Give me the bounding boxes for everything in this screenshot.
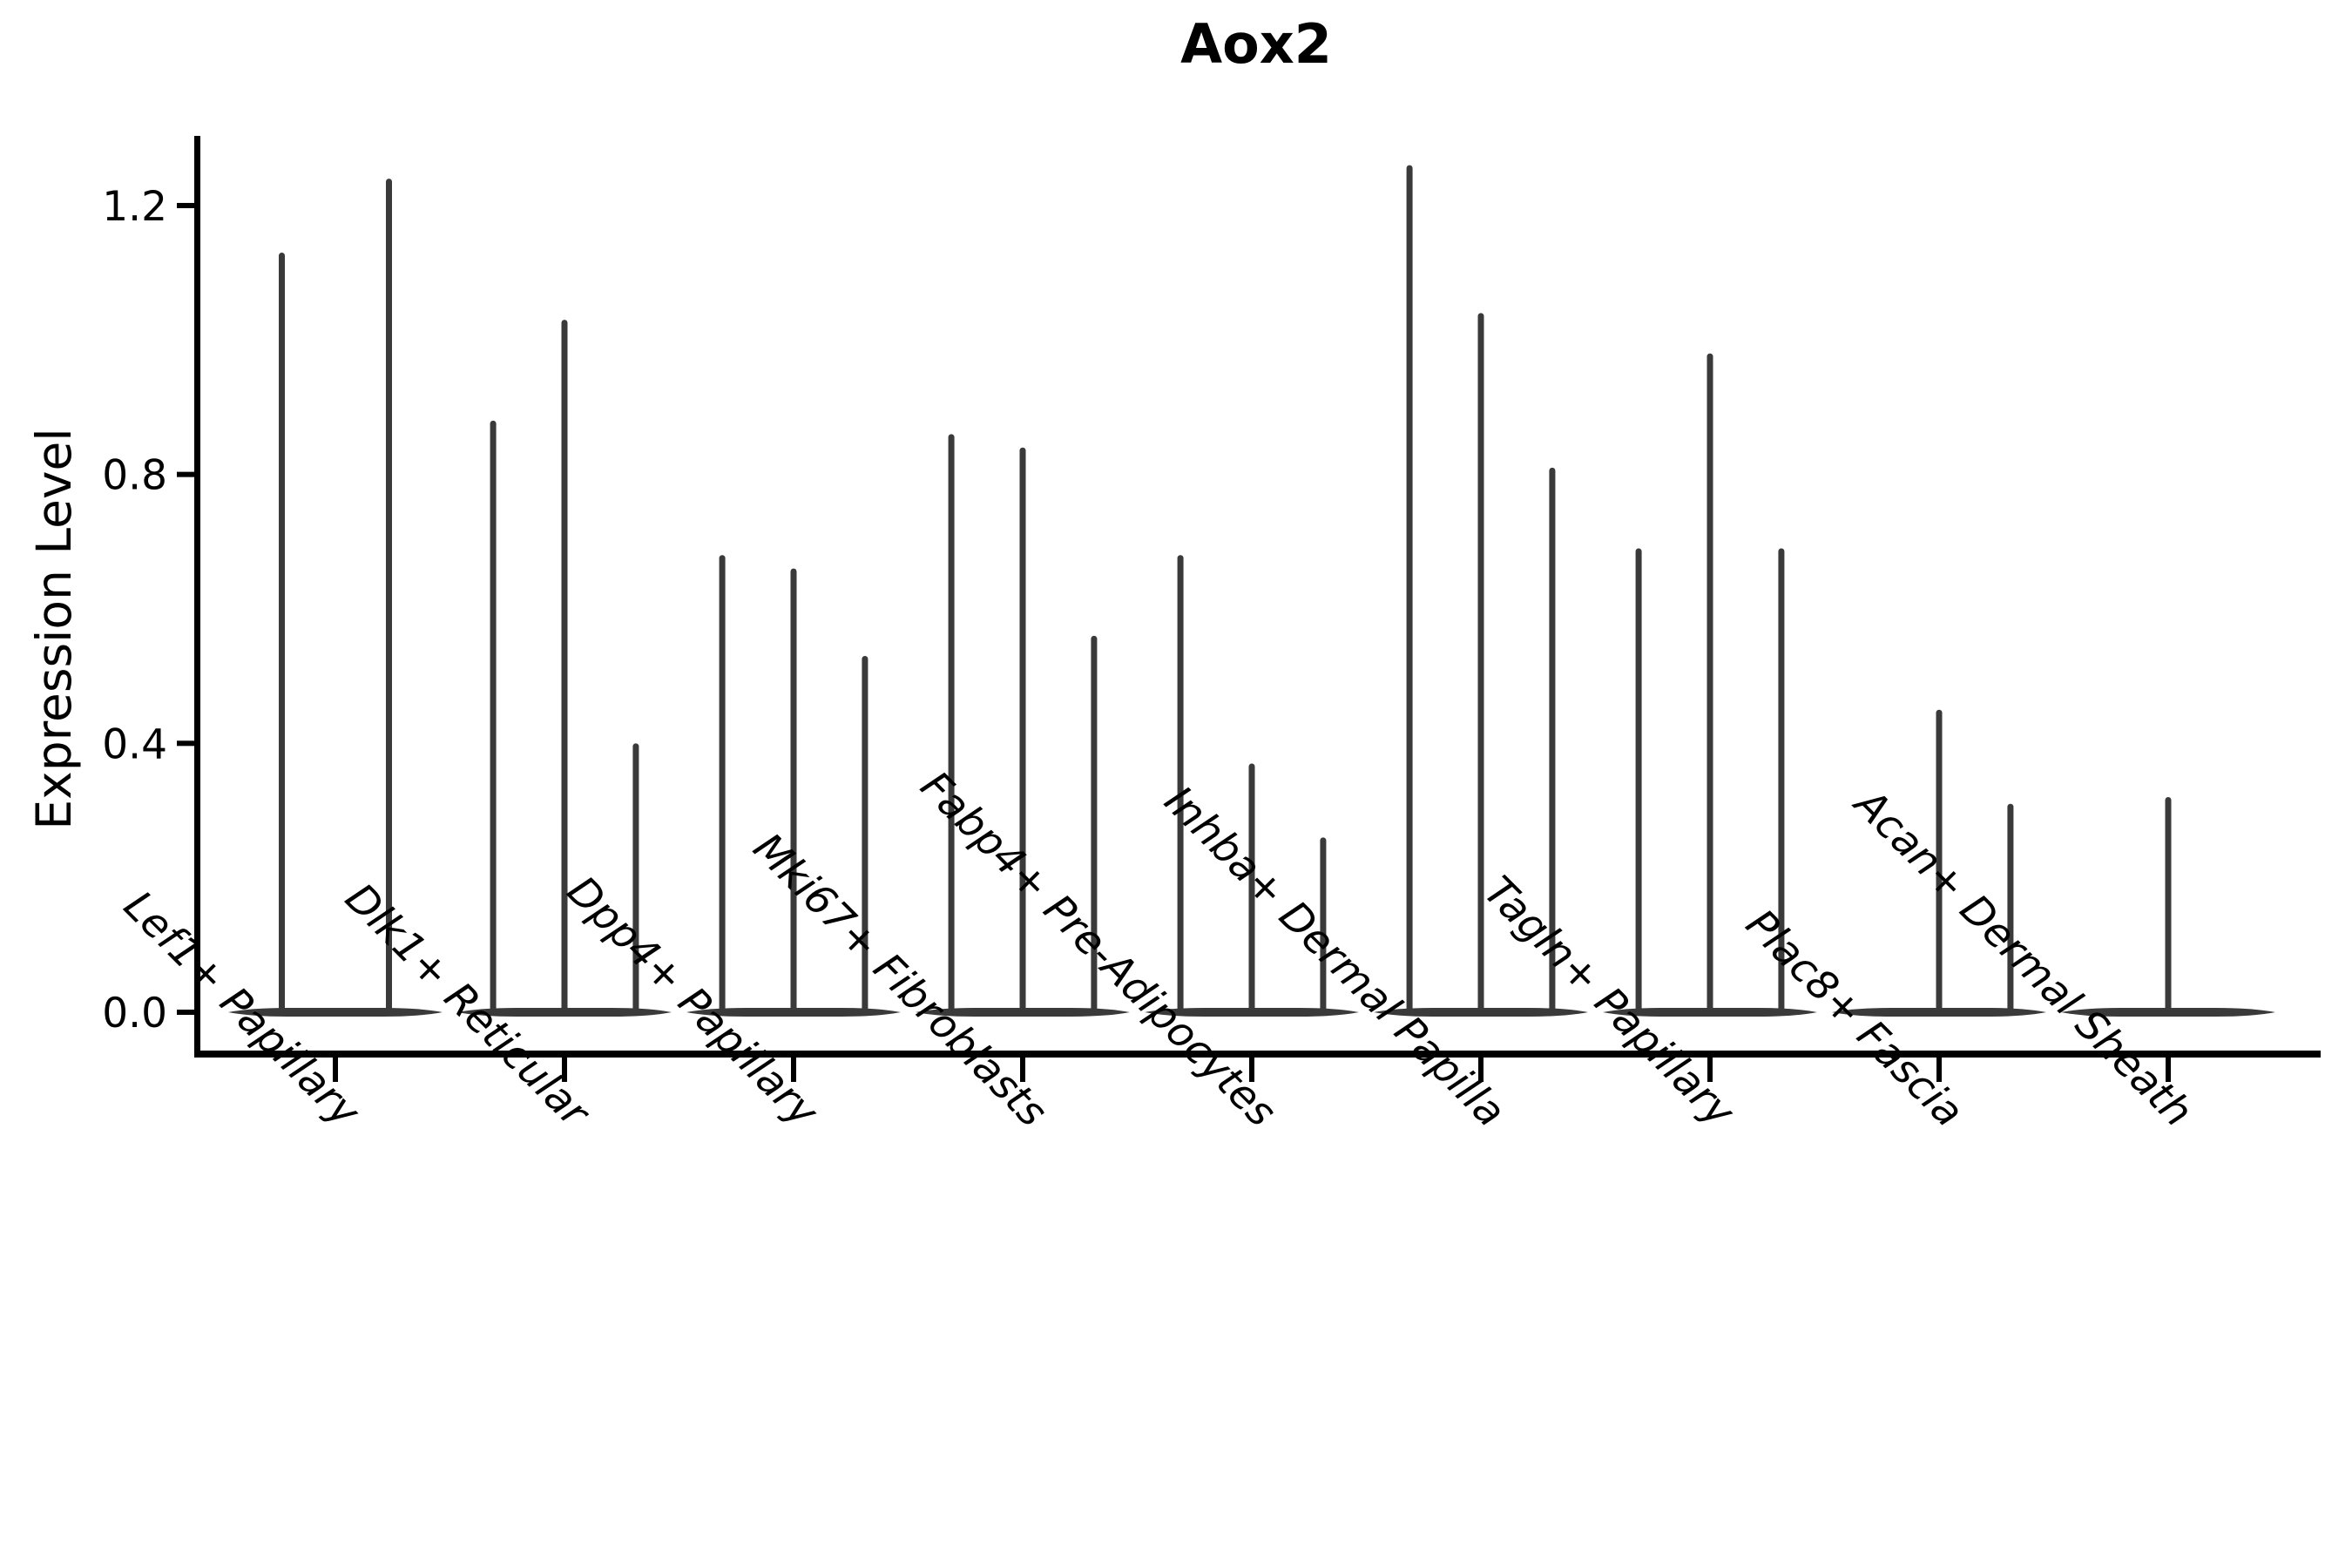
violin-spike (1778, 548, 1785, 1016)
y-tick (177, 471, 194, 477)
violin-spike (1549, 467, 1556, 1016)
violin-spike (1635, 548, 1642, 1016)
violin-spike (386, 179, 392, 1017)
violin-spike (1477, 313, 1484, 1016)
violin-spike (1091, 635, 1098, 1016)
y-tick-label: 0.0 (102, 990, 167, 1037)
x-tick-label: Dlk1+ Reticular (335, 875, 599, 1139)
x-tick-label: Tagln+ Papillary (1475, 868, 1745, 1138)
y-tick-label: 0.4 (102, 720, 167, 768)
x-tick (1478, 1058, 1484, 1082)
violin-spike (1248, 763, 1255, 1016)
violin-spike (790, 568, 797, 1016)
violin-spike (2165, 797, 2172, 1016)
x-tick (2166, 1058, 2171, 1082)
x-tick (1936, 1058, 1942, 1082)
violin-spike (1406, 165, 1413, 1016)
x-tick (1707, 1058, 1713, 1082)
violin-spike (2007, 803, 2014, 1016)
x-axis-spine (194, 1051, 2321, 1058)
violin-spike (719, 555, 726, 1016)
x-tick (1020, 1058, 1025, 1082)
y-tick (177, 1010, 194, 1015)
x-tick (333, 1058, 338, 1082)
violin-spike (1320, 837, 1327, 1016)
x-tick (791, 1058, 796, 1082)
y-tick-label: 1.2 (102, 183, 167, 231)
y-tick (177, 740, 194, 747)
y-axis-spine (194, 136, 200, 1058)
violin-spike (1019, 447, 1026, 1016)
chart-title: Aox2 (1180, 12, 1332, 76)
violin-spike (632, 743, 639, 1016)
violin-spike (862, 655, 868, 1016)
violin-spike (490, 420, 497, 1016)
y-tick (177, 202, 194, 208)
x-tick-label: Dpp4+ Papillary (558, 867, 828, 1137)
violin-spike (1707, 353, 1713, 1016)
violin-spike (279, 252, 285, 1016)
y-tick-label: 0.8 (102, 452, 167, 500)
violin-spike (561, 320, 568, 1016)
violin-spike (1177, 555, 1184, 1016)
x-tick (1249, 1058, 1254, 1082)
x-tick (562, 1058, 567, 1082)
violin-spike (948, 434, 955, 1016)
violin-spike (1936, 709, 1943, 1016)
